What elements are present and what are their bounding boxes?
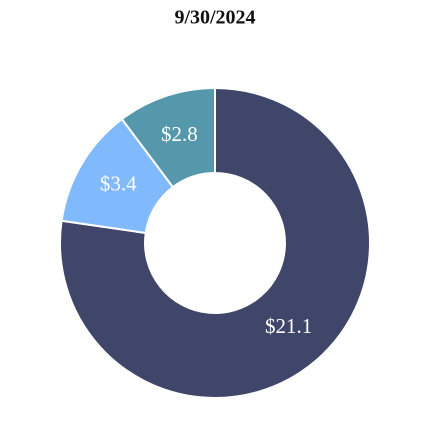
value-label: $21.1 <box>265 314 312 338</box>
value-label: $3.4 <box>100 171 137 195</box>
donut-slice <box>120 86 216 189</box>
donut-slice <box>59 86 371 399</box>
value-label: $2.8 <box>161 122 198 146</box>
chart-title: 9/30/2024 <box>174 7 255 29</box>
